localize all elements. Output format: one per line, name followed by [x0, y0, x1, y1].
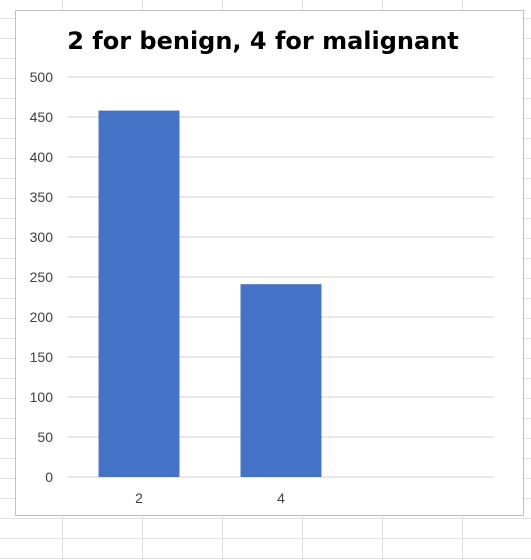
- chart-area[interactable]: 2 for benign, 4 for malignant 0 50 100 150 2…: [15, 10, 524, 516]
- y-tick-label: 500: [30, 69, 54, 85]
- x-tick-label: 2: [135, 490, 143, 506]
- y-tick-label: 250: [30, 269, 54, 285]
- x-tick-label: 4: [277, 490, 285, 506]
- y-tick-label: 100: [30, 389, 54, 405]
- bar-chart: 2 for benign, 4 for malignant 0 50 100 150 2…: [30, 27, 494, 506]
- y-tick-label: 150: [30, 349, 54, 365]
- bar-4[interactable]: [240, 284, 322, 477]
- y-tick-label: 0: [45, 469, 53, 485]
- y-tick-label: 350: [30, 189, 54, 205]
- y-tick-label: 450: [30, 109, 54, 125]
- y-tick-label: 200: [30, 309, 54, 325]
- bars: [98, 110, 322, 477]
- y-tick-label: 400: [30, 149, 54, 165]
- bar-2[interactable]: [98, 110, 180, 477]
- chart-title: 2 for benign, 4 for malignant: [67, 27, 459, 55]
- y-tick-label: 50: [37, 429, 53, 445]
- y-tick-label: 300: [30, 229, 54, 245]
- y-axis-tick-labels: 0 50 100 150 200 250 300 350 400 450 500: [30, 69, 54, 485]
